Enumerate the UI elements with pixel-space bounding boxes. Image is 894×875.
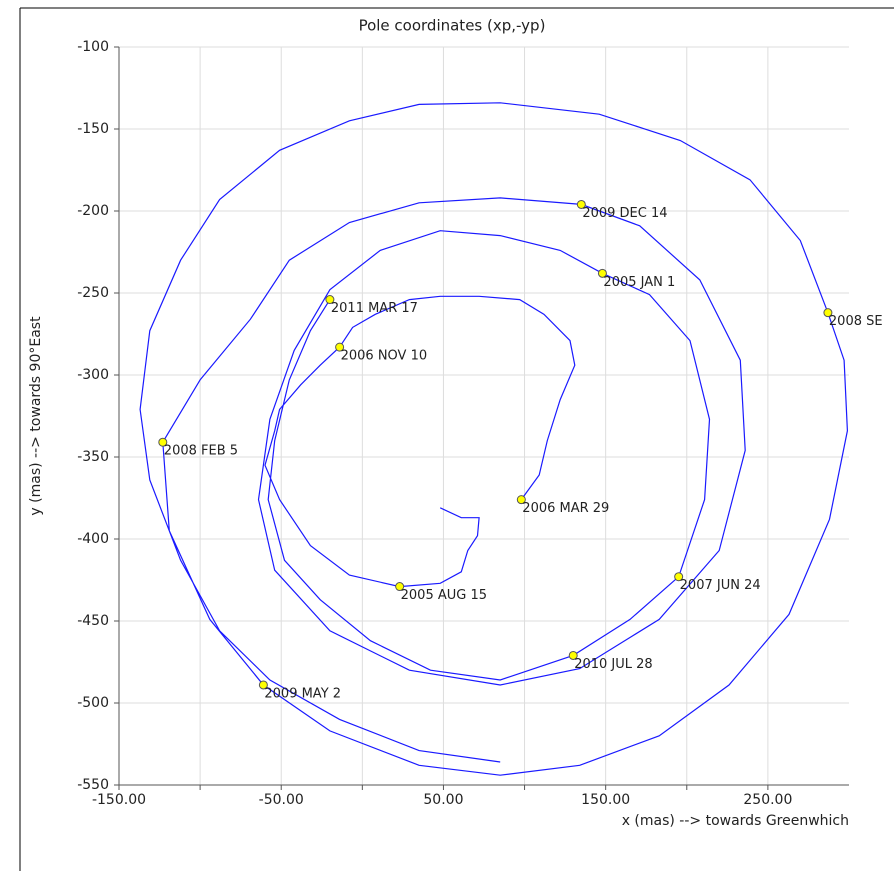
date-label: 2011 MAR 17 bbox=[331, 301, 418, 316]
date-label: 2006 MAR 29 bbox=[522, 501, 609, 516]
x-tick-label: 150.00 bbox=[581, 792, 630, 808]
date-marker bbox=[258, 680, 268, 690]
y-tick-label: -550 bbox=[77, 777, 109, 793]
date-label: 2010 JUL 28 bbox=[574, 657, 652, 672]
date-label: 2009 MAY 2 bbox=[264, 686, 341, 701]
date-marker bbox=[597, 268, 607, 278]
date-marker bbox=[335, 342, 345, 352]
date-label: 2009 DEC 14 bbox=[582, 206, 667, 221]
date-marker bbox=[395, 582, 405, 592]
pole-path bbox=[139, 102, 849, 776]
date-label: 2005 JAN 1 bbox=[603, 275, 675, 290]
date-label: 2006 NOV 10 bbox=[341, 349, 428, 364]
y-tick-label: -450 bbox=[77, 613, 109, 629]
y-tick-label: -150 bbox=[77, 121, 109, 137]
date-marker bbox=[674, 572, 684, 582]
y-tick-label: -400 bbox=[77, 531, 109, 547]
date-label: 2008 FEB 5 bbox=[164, 444, 238, 459]
date-label: 2005 AUG 15 bbox=[401, 588, 487, 603]
y-tick-label: -100 bbox=[77, 39, 109, 55]
x-tick-label: -150.00 bbox=[92, 792, 146, 808]
date-marker bbox=[325, 295, 335, 305]
x-axis-label: x (mas) --> towards Greenwhich bbox=[622, 813, 849, 829]
date-label: 2008 SE bbox=[829, 314, 883, 329]
y-tick-label: -300 bbox=[77, 367, 109, 383]
chart-title: Pole coordinates (xp,-yp) bbox=[359, 17, 546, 35]
y-tick-label: -250 bbox=[77, 285, 109, 301]
y-tick-label: -200 bbox=[77, 203, 109, 219]
date-marker bbox=[158, 437, 168, 447]
date-marker bbox=[576, 199, 586, 209]
y-axis-label: y (mas) --> towards 90°East bbox=[28, 316, 44, 516]
date-label: 2007 JUN 24 bbox=[680, 578, 761, 593]
date-marker bbox=[568, 650, 578, 660]
date-marker bbox=[823, 308, 833, 318]
y-tick-label: -500 bbox=[77, 695, 109, 711]
date-marker bbox=[516, 495, 526, 505]
x-tick-label: -50.00 bbox=[259, 792, 304, 808]
x-tick-label: 50.00 bbox=[423, 792, 463, 808]
y-tick-label: -350 bbox=[77, 449, 109, 465]
x-tick-label: 250.00 bbox=[743, 792, 792, 808]
